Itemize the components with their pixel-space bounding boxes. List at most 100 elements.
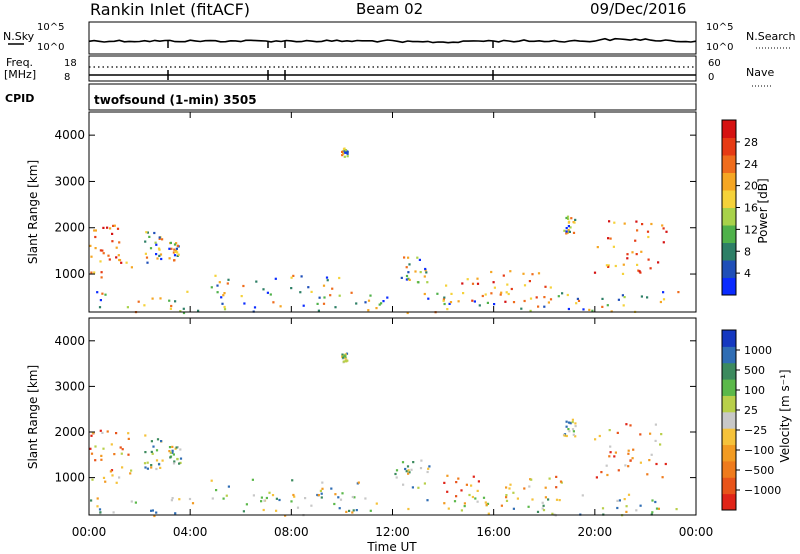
rti-cell: [145, 231, 148, 234]
nsky-label: N.Sky: [3, 30, 35, 43]
freq-tick-top: 18: [64, 58, 77, 69]
rti-cell: [290, 287, 293, 290]
rti-cell: [616, 506, 619, 510]
rti-cell: [407, 271, 410, 274]
rti-cell: [101, 249, 104, 252]
rti-cell: [266, 291, 269, 294]
rti-cell: [111, 474, 114, 477]
noise-right-tick-bottom: 10^0: [706, 42, 733, 53]
rti-cell: [573, 221, 576, 224]
rti-cell: [168, 299, 171, 302]
rti-cell: [654, 423, 657, 426]
rti-cell: [348, 509, 351, 512]
rti-cell: [173, 254, 177, 257]
rti-cell: [107, 254, 110, 257]
x-tick-label: 04:00: [173, 525, 208, 539]
rti-cell: [625, 505, 628, 508]
rti-cell: [661, 224, 664, 227]
rti-cell: [171, 451, 174, 454]
rti-cell: [343, 354, 346, 357]
rti-cell: [654, 500, 657, 504]
rti-cell: [505, 494, 508, 497]
rti-cell: [600, 471, 603, 474]
rti-cell: [253, 306, 257, 309]
rti-cell: [102, 226, 105, 229]
rti-cell: [113, 224, 116, 227]
rti-cell: [436, 292, 439, 295]
rti-cell: [608, 455, 611, 458]
rti-cell: [408, 263, 411, 266]
rti-cell: [227, 278, 230, 281]
rti-cell: [443, 502, 446, 505]
rti-cell: [608, 429, 611, 432]
rti-cell: [338, 507, 341, 510]
velocity-ylabel: Slant Range [km]: [26, 365, 40, 469]
rti-cell: [655, 462, 658, 466]
rti-cell: [174, 300, 177, 303]
freq-panel: Freq. [MHz] 18 8 60 0 Nave: [4, 55, 774, 87]
rti-cell: [561, 292, 564, 295]
rti-cell: [121, 466, 124, 469]
rti-cell: [155, 459, 159, 462]
rti-cell: [96, 291, 99, 294]
rti-cell: [646, 473, 649, 476]
rti-cell: [649, 432, 652, 435]
rti-cell: [627, 493, 631, 496]
rti-cell: [369, 509, 372, 512]
rti-cell: [473, 300, 476, 303]
colorbar-tick-label: −500: [744, 464, 774, 477]
rti-cell: [506, 283, 509, 286]
rti-cell: [96, 505, 99, 508]
rti-cell: [121, 448, 124, 451]
noise-left-tick-top: 10^5: [37, 22, 64, 33]
rti-cell: [322, 302, 326, 305]
rti-cell: [407, 507, 410, 511]
rti-cell: [127, 437, 130, 440]
rti-cell: [344, 151, 347, 154]
rti-cell: [176, 251, 179, 254]
rti-cell: [159, 253, 163, 256]
colorbar-swatch: [722, 277, 736, 296]
rti-cell: [565, 216, 568, 220]
rti-cell: [386, 296, 389, 299]
rti-cell: [227, 485, 230, 488]
rti-cell: [176, 254, 179, 257]
rti-cell: [623, 498, 626, 501]
rti-cell: [629, 424, 632, 427]
rti-cell: [337, 496, 340, 499]
rti-cell: [144, 434, 147, 437]
rti-cell: [150, 450, 153, 453]
power-y-axis: 1000 2000 3000 4000: [54, 128, 696, 281]
rti-cell: [447, 507, 450, 510]
rti-cell: [549, 298, 553, 301]
rti-cell: [90, 499, 93, 502]
rti-cell: [662, 241, 665, 244]
rti-cell: [541, 507, 544, 510]
rti-cell: [512, 301, 516, 304]
rti-cell: [155, 449, 159, 452]
rti-cell: [344, 353, 347, 356]
rti-cell: [617, 298, 620, 301]
rti-cell: [160, 440, 163, 443]
rti-cell: [100, 458, 103, 461]
rti-cell: [150, 464, 153, 467]
rti-cell: [625, 510, 628, 513]
rti-cell: [94, 247, 97, 250]
rti-cell: [316, 302, 319, 305]
rti-cell: [355, 302, 358, 305]
rti-cell: [463, 502, 466, 505]
rti-cell: [274, 277, 277, 280]
rti-cell: [601, 507, 605, 510]
x-tick-label: 00:00: [72, 525, 107, 539]
rti-cell: [477, 480, 480, 483]
rti-cell: [449, 301, 453, 304]
rti-cell: [607, 265, 610, 268]
rti-cell: [403, 256, 406, 259]
rti-cell: [569, 226, 572, 229]
rti-cell: [639, 504, 642, 507]
rti-cell: [405, 274, 409, 278]
rti-cell: [463, 505, 466, 508]
rti-cell: [426, 281, 429, 284]
